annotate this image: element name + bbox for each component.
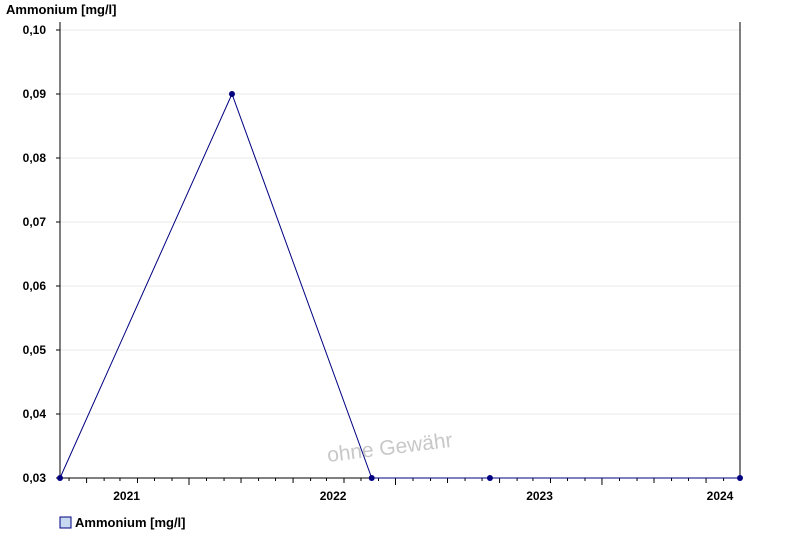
y-tick-label: 0,07: [23, 215, 47, 229]
y-axis-title: Ammonium [mg/l]: [6, 2, 117, 17]
series-layer: [57, 91, 743, 481]
y-tick-label: 0,06: [23, 279, 47, 293]
y-tick-label: 0,10: [23, 23, 47, 37]
grid: [60, 29, 740, 479]
data-point: [228, 91, 235, 97]
data-point: [368, 475, 375, 481]
x-tick-label: 2022: [320, 489, 347, 503]
data-point: [737, 475, 743, 481]
legend-swatch: [59, 516, 72, 529]
watermark: ohne Gewähr: [326, 429, 454, 467]
data-point: [486, 475, 493, 481]
data-point: [57, 475, 63, 481]
axes: 0,03 0,04 0,05 0,06 0,07 0,08 0,09 0,10 2021 2022…: [23, 22, 741, 503]
x-tick-label: 2024: [707, 489, 734, 503]
y-tick-label: 0,04: [23, 407, 47, 421]
legend: Ammonium [mg/l]: [59, 515, 186, 530]
y-tick-label: 0,05: [23, 343, 47, 357]
y-tick-label: 0,03: [23, 471, 47, 485]
y-tick-label: 0,09: [23, 87, 47, 101]
y-tick-label: 0,08: [23, 151, 47, 165]
x-tick-label: 2023: [526, 489, 553, 503]
legend-label: Ammonium [mg/l]: [75, 515, 186, 530]
x-tick-label: 2021: [113, 489, 140, 503]
